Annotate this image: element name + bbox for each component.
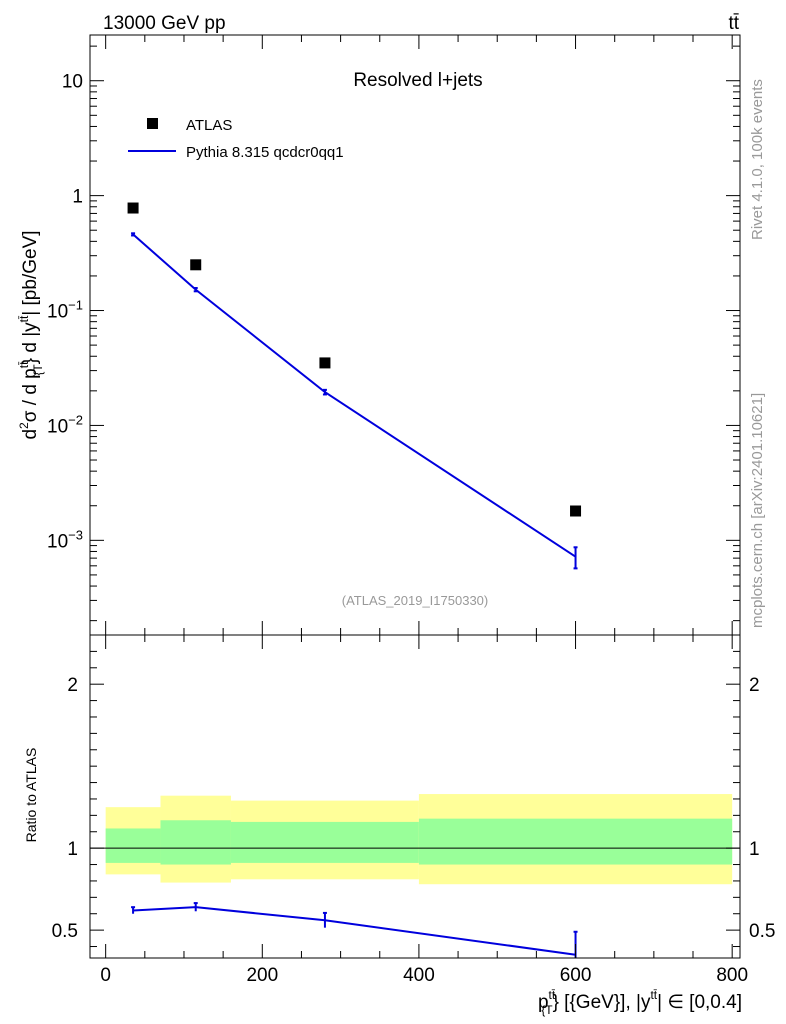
data-point	[190, 259, 202, 271]
x-tick-label: 200	[246, 965, 278, 986]
legend-mc-label: Pythia 8.315 qcdcr0qq1	[186, 144, 344, 161]
ratio-y-tick-label-right: 1	[749, 839, 760, 860]
data-point	[127, 202, 139, 214]
y-tick-label: 10−1	[47, 298, 83, 323]
ratio-y-axis-label: Ratio to ATLAS	[23, 748, 39, 843]
ratio-panel-frame	[89, 634, 741, 959]
main-data	[127, 202, 582, 570]
legend-data-label: ATLAS	[186, 117, 232, 134]
x-tick-label: 400	[403, 965, 435, 986]
x-axis-label: ptt̄ {T} [{GeV}], |ytt̄| ∈ [0,0.4]	[538, 988, 742, 1017]
x-tick-label: 0	[100, 965, 111, 986]
ratio-data	[131, 902, 578, 958]
ratio-line	[133, 906, 576, 956]
plot-title: Resolved l+jets	[353, 70, 482, 91]
mcplots-site: mcplots.cern.ch [arXiv:2401.10621]	[749, 393, 766, 628]
ratio-y-tick-label: 2	[67, 675, 78, 696]
ratio-y-tick-label-right: 0.5	[749, 921, 775, 942]
ratio-y-tick-label: 1	[67, 839, 78, 860]
axes: 0 200 400 600 800 10 1 10−1 10−2 10−3 0.5 0.5 1 1 2 2	[47, 34, 775, 986]
main-y-axis-label: d2σ / d ptt̄{T} d |ytt̄| [pb/GeV]	[17, 230, 45, 439]
ratio-stat-band	[105, 828, 161, 863]
data-point	[570, 505, 582, 517]
data-point	[319, 357, 331, 369]
y-tick-label: 10	[62, 72, 83, 93]
ratio-y-tick-label-right: 2	[749, 675, 760, 696]
ratio-stat-band	[230, 821, 419, 863]
ratio-stat-band	[160, 820, 231, 865]
x-tick-label: 600	[560, 965, 592, 986]
x-tick-label: 800	[716, 965, 748, 986]
y-tick-label: 10−3	[47, 527, 83, 552]
mc-prediction-line	[132, 233, 577, 558]
process-label: tt̄	[728, 13, 739, 34]
legend-data-marker	[147, 118, 158, 129]
y-tick-label: 1	[72, 187, 83, 208]
analysis-reference: (ATLAS_2019_I1750330)	[342, 593, 488, 608]
ratio-stat-band	[418, 818, 733, 865]
y-tick-label: 10−2	[47, 412, 83, 437]
ratio-bands	[90, 794, 740, 885]
ratio-y-tick-label: 0.5	[52, 921, 78, 942]
rivet-info: Rivet 4.1.0, 100k events	[749, 79, 766, 240]
energy-label: 13000 GeV pp	[103, 13, 226, 34]
